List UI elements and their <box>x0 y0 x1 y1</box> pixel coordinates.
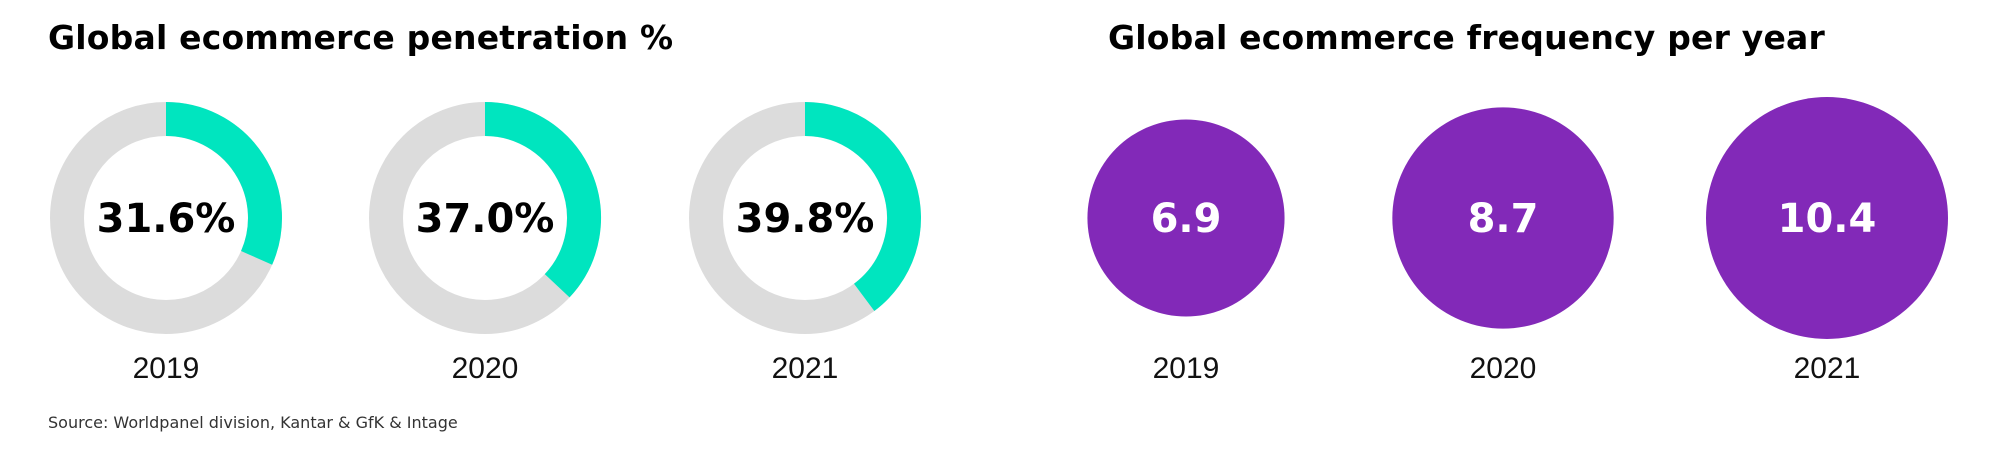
donut-year-label-2021: 2021 <box>772 352 839 385</box>
donut-value-label-2019: 31.6% <box>97 196 236 242</box>
donut-segment-2019 <box>165 102 282 265</box>
bubble-year-label-2021: 2021 <box>1794 352 1861 385</box>
donut-segment-2021 <box>804 102 921 311</box>
source-note: Source: Worldpanel division, Kantar & Gf… <box>48 413 458 432</box>
donut-value-label-2021: 39.8% <box>736 196 875 242</box>
bubble-2019 <box>1087 119 1285 317</box>
bubble-year-label-2019: 2019 <box>1153 352 1220 385</box>
bubble-value-label-2020: 8.7 <box>1468 196 1539 242</box>
bubble-year-label-2020: 2020 <box>1470 352 1537 385</box>
donut-segment-2020 <box>484 102 601 298</box>
bubble-2020 <box>1392 107 1614 329</box>
donut-year-label-2019: 2019 <box>133 352 200 385</box>
bubble-value-label-2019: 6.9 <box>1151 196 1222 242</box>
penetration-chart-title: Global ecommerce penetration % <box>48 18 674 57</box>
frequency-chart-title: Global ecommerce frequency per year <box>1108 18 1825 57</box>
bubble-2021 <box>1706 97 1948 339</box>
donut-year-label-2020: 2020 <box>452 352 519 385</box>
donut-value-label-2020: 37.0% <box>416 196 555 242</box>
bubble-value-label-2021: 10.4 <box>1778 196 1877 242</box>
